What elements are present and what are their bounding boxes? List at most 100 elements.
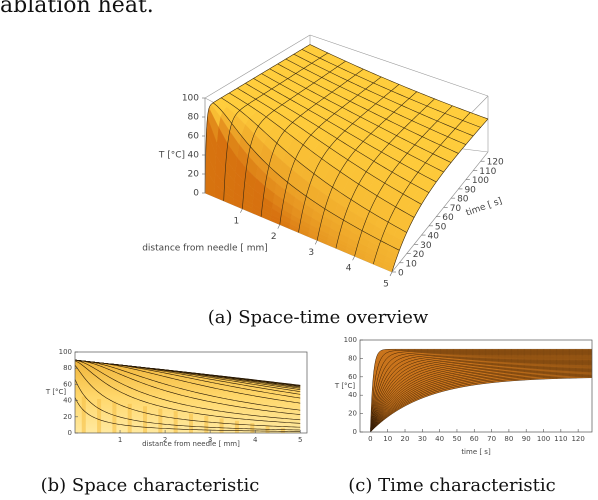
streak <box>143 406 148 433</box>
curve <box>370 351 592 433</box>
x-tick-label: 5 <box>383 280 389 290</box>
curve <box>74 359 301 415</box>
mesh-line <box>220 97 407 233</box>
streak <box>173 411 178 433</box>
x-tick <box>314 240 318 245</box>
z-axis-label: T [°C] <box>158 151 185 161</box>
frame <box>359 339 593 433</box>
curve <box>370 358 593 433</box>
curve <box>74 379 301 431</box>
mesh-line <box>229 92 415 218</box>
x-tick <box>240 208 243 213</box>
mesh-line <box>242 60 346 209</box>
frame <box>74 351 308 434</box>
mesh-line <box>269 68 452 163</box>
streak <box>81 396 86 433</box>
y-tick-label: 10 <box>405 259 417 269</box>
curve <box>74 397 301 432</box>
y-tick-label: 20 <box>413 250 425 260</box>
y-tick-label: 70 <box>450 204 462 214</box>
curve <box>370 365 593 433</box>
x-tick-label: 110 <box>554 435 567 443</box>
box-edge <box>309 34 489 97</box>
curve <box>370 363 593 433</box>
curve <box>370 364 593 433</box>
x-tick-label: 90 <box>522 435 531 443</box>
y-tick-label: 40 <box>63 397 72 405</box>
y-tick-label: 0 <box>353 428 357 436</box>
y-axis-label: time [ s] <box>465 196 504 218</box>
y-tick-label: 60 <box>348 373 357 381</box>
caption: (b) Space characteristic <box>41 475 260 496</box>
x-axis-label: distance from needle [ mm] <box>142 244 268 254</box>
x-tick <box>352 256 355 261</box>
y-tick-label: 50 <box>435 222 447 232</box>
curve <box>370 362 593 433</box>
curve <box>370 372 593 433</box>
mesh-line <box>237 87 422 205</box>
y-tick-label: 90 <box>464 185 476 195</box>
x-tick-label: 70 <box>487 435 496 443</box>
y-axis-label: T [°C] <box>334 382 356 390</box>
streak <box>97 398 102 433</box>
body-text: ablation heat. <box>0 0 154 18</box>
x-tick-label: 120 <box>571 435 584 443</box>
streak <box>127 403 132 433</box>
caption: (a) Space-time overview <box>208 307 429 328</box>
plot: 0 20 40 60 80 100 0 10 20 30 40 50 60 70 80 90 100 110 120 <box>344 336 593 443</box>
curve <box>74 360 301 424</box>
box-edge <box>391 151 489 273</box>
z-tick-label: 0 <box>193 189 199 199</box>
x-tick-label: 10 <box>383 435 392 443</box>
x-tick-label: 2 <box>163 436 167 444</box>
streak <box>234 420 239 433</box>
y-tick-label: 30 <box>420 241 432 251</box>
y-tick-label: 40 <box>348 391 357 399</box>
curve <box>370 357 593 433</box>
mesh-line <box>298 84 400 233</box>
x-axis-label: distance from needle [ mm] <box>142 440 240 448</box>
y-tick-label: 110 <box>479 167 496 177</box>
x-tick-label: 40 <box>435 435 444 443</box>
curve <box>74 359 301 404</box>
y-tick-label: 60 <box>442 213 454 223</box>
curve <box>370 376 593 433</box>
x-tick-label: 2 <box>271 232 277 242</box>
curve <box>370 356 592 433</box>
y-tick-label: 20 <box>348 410 357 418</box>
x-tick <box>389 271 393 277</box>
curve <box>370 371 593 433</box>
y-tick-label: 40 <box>428 232 440 242</box>
z-tick-label: 60 <box>188 132 200 142</box>
curve <box>370 353 592 433</box>
x-tick-label: 3 <box>308 248 314 258</box>
x-tick-label: 80 <box>504 435 513 443</box>
x-tick-label: 100 <box>537 435 550 443</box>
y-tick-label: 100 <box>59 348 72 356</box>
mesh-line <box>293 53 474 137</box>
mesh-line <box>223 52 328 201</box>
mesh-line <box>301 49 481 128</box>
y-tick-label: 60 <box>63 380 72 388</box>
curve <box>370 377 593 433</box>
x-tick-label: 0 <box>368 435 372 443</box>
mesh-line <box>277 63 459 154</box>
curve <box>370 369 593 433</box>
x-axis-label: time [ s] <box>461 448 491 456</box>
curve <box>370 350 592 433</box>
streak <box>219 418 224 433</box>
x-tick-label: 50 <box>452 435 461 443</box>
z-tick-label: 40 <box>188 151 200 161</box>
curve <box>74 364 301 428</box>
mesh-line <box>261 73 444 173</box>
plot: 0 20 40 60 80 100 1 2 3 4 5 <box>59 348 308 444</box>
y-tick-label: 80 <box>457 195 469 205</box>
mesh-line <box>260 68 364 217</box>
caption: (c) Time characteristic <box>348 475 555 496</box>
mesh-line <box>253 78 437 183</box>
mesh-line <box>309 44 489 120</box>
box-edge <box>204 34 311 99</box>
mesh-line <box>285 58 466 145</box>
mesh-line <box>204 44 311 194</box>
z-tick-label: 20 <box>188 170 200 180</box>
